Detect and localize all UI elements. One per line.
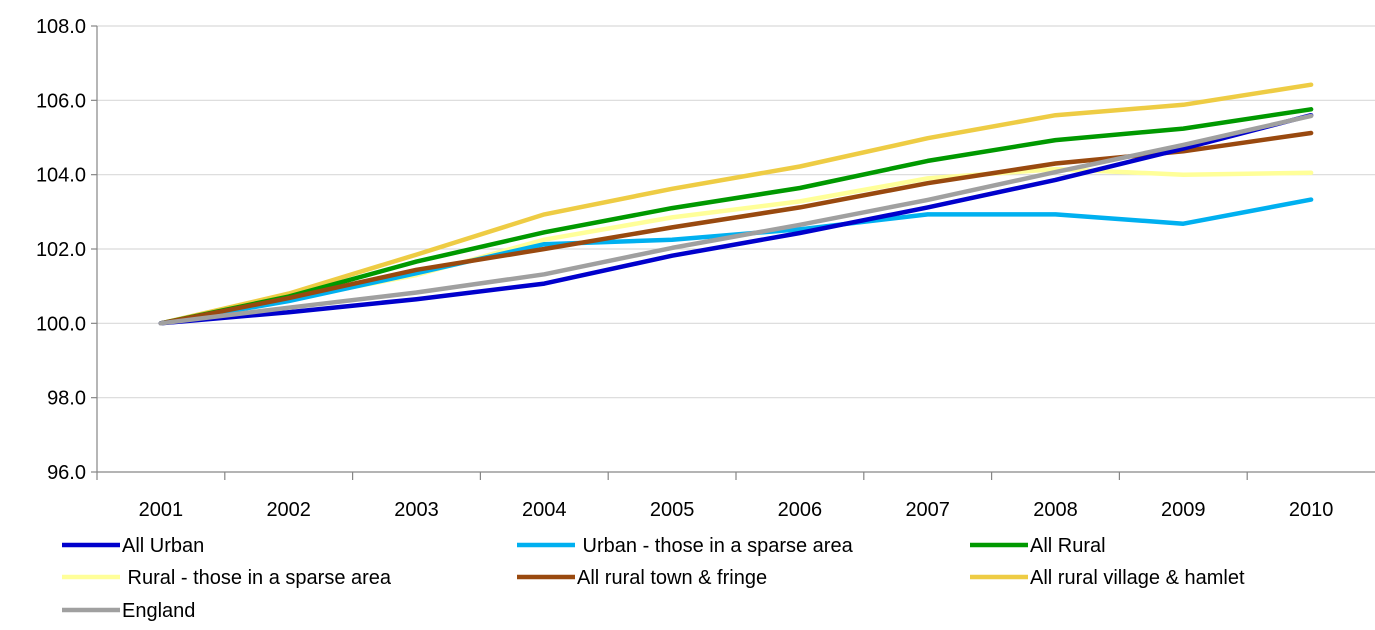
gridlines	[97, 25, 1375, 399]
x-tick-label: 2006	[778, 499, 823, 521]
y-tick-label: 106.0	[36, 90, 86, 112]
series-lines	[158, 82, 1314, 326]
x-tick-label: 2004	[522, 499, 567, 521]
y-tick-label: 102.0	[36, 239, 86, 261]
x-tick-label: 2007	[905, 499, 950, 521]
axes: 96.0 98.0 100.0 102.0 104.0 106.0 108.0 2001 200…	[36, 16, 1375, 521]
y-tick-label: 98.0	[47, 388, 86, 410]
y-tick-label: 100.0	[36, 313, 86, 335]
legend: All Urban Urban - those in a sparse area…	[62, 535, 1245, 622]
x-tick-label: 2008	[1033, 499, 1078, 521]
series-line-0	[158, 112, 1314, 326]
x-tick-label: 2005	[650, 499, 695, 521]
legend-label-0: All Urban	[122, 535, 204, 557]
legend-label-5: All rural village & hamlet	[1030, 567, 1245, 589]
x-tick-label: 2002	[266, 499, 311, 521]
x-tick-label: 2009	[1161, 499, 1206, 521]
x-tick-label: 2003	[394, 499, 439, 521]
y-tick-label: 96.0	[47, 462, 86, 484]
legend-label-6: England	[122, 600, 195, 622]
legend-label-4: All rural town & fringe	[577, 567, 767, 589]
legend-label-3: Rural - those in a sparse area	[122, 567, 392, 589]
x-tick-label: 2001	[139, 499, 184, 521]
legend-label-1: Urban - those in a sparse area	[577, 535, 854, 557]
series-line-2	[158, 107, 1314, 326]
y-tick-label: 104.0	[36, 165, 86, 187]
x-tick-label: 2010	[1289, 499, 1334, 521]
series-line-6	[158, 113, 1314, 326]
legend-label-2: All Rural	[1030, 535, 1106, 557]
series-line-5	[158, 82, 1314, 326]
y-tick-label: 108.0	[36, 16, 86, 38]
